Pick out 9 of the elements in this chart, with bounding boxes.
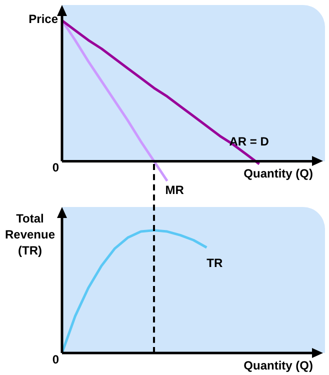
text: 0 (52, 160, 60, 175)
x-axis-title: Quantity (Q) (244, 166, 314, 181)
series-label: AR = D (229, 134, 270, 148)
y-axis-title: Price (28, 12, 58, 26)
text: 0 (52, 352, 60, 366)
series-label: MR (165, 183, 184, 198)
series-label: TR (206, 256, 223, 270)
x-axis-title: Quantity (Q) (244, 358, 314, 372)
y-axis-title: Total Revenue (TR) (4, 211, 56, 258)
